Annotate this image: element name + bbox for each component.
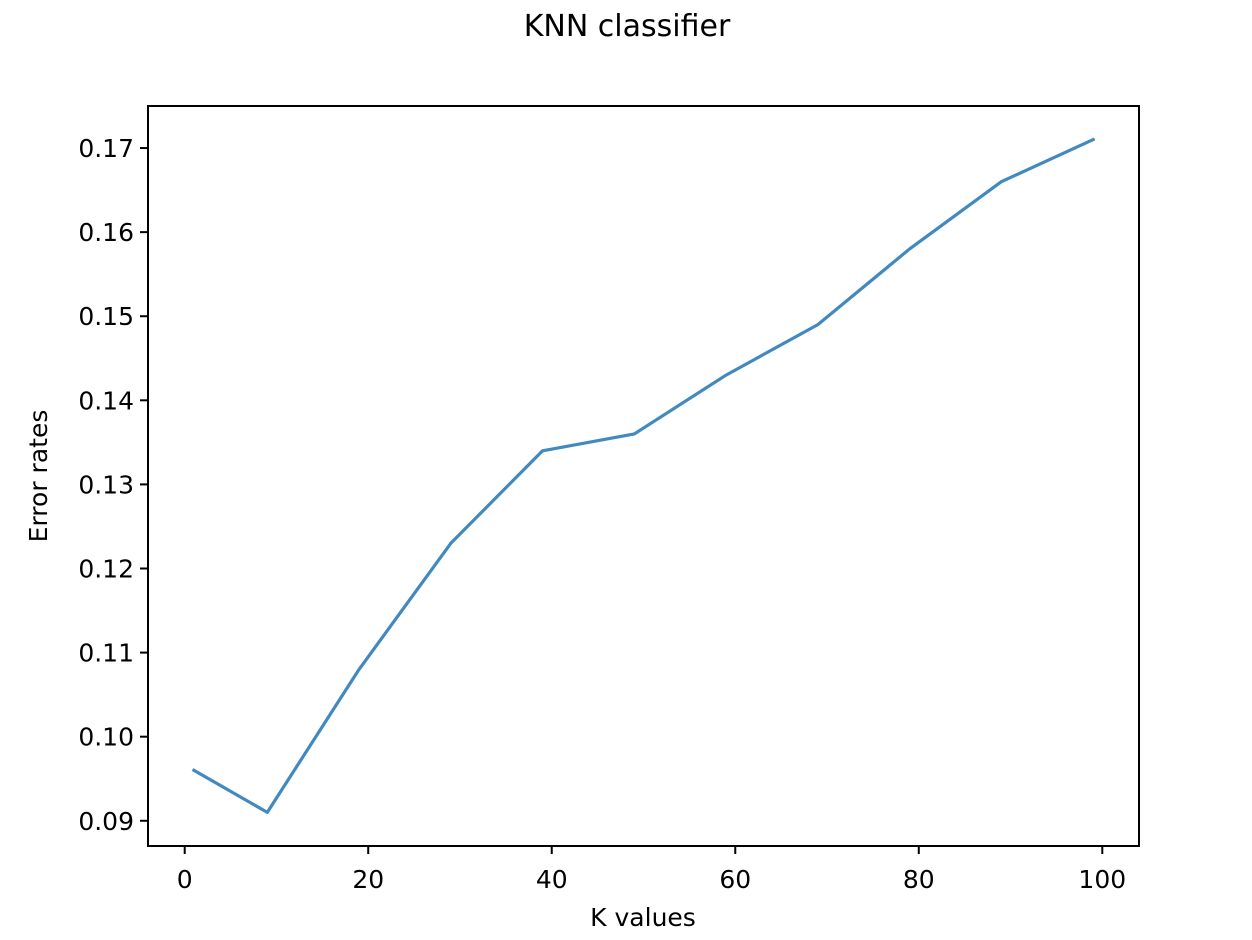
x-axis-label: K values (590, 903, 696, 932)
y-tick-label: 0.10 (78, 723, 134, 752)
y-tick-label: 0.12 (78, 555, 134, 584)
x-axis-ticks: 0 20 40 60 80 100 (177, 846, 1126, 894)
y-tick-label: 0.13 (78, 470, 134, 499)
y-tick-label: 0.14 (78, 386, 134, 415)
x-tick-label: 80 (903, 865, 935, 894)
x-tick-label: 20 (352, 865, 384, 894)
y-tick-label: 0.11 (78, 639, 134, 668)
chart-title: KNN classifier (524, 9, 731, 44)
y-tick-label: 0.15 (78, 302, 134, 331)
x-tick-label: 0 (177, 865, 193, 894)
plot-frame (147, 105, 1140, 847)
x-tick-label: 100 (1078, 865, 1126, 894)
error-rate-line (191, 137, 1096, 814)
x-tick-label: 60 (719, 865, 751, 894)
y-axis-label: Error rates (24, 410, 53, 543)
plot-area (191, 137, 1096, 814)
x-tick-label: 40 (536, 865, 568, 894)
y-axis-ticks: 0.09 0.10 0.11 0.12 0.13 0.14 0.15 0.16 0.17 (78, 134, 148, 836)
y-tick-label: 0.17 (78, 134, 134, 163)
y-tick-label: 0.09 (78, 807, 134, 836)
y-tick-label: 0.16 (78, 218, 134, 247)
